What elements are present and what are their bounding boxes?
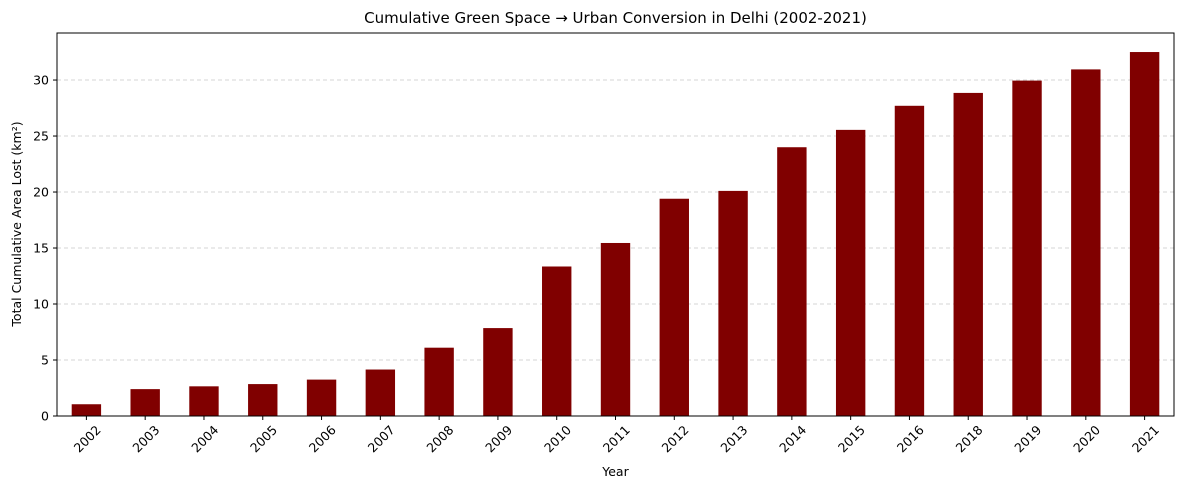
bar-2018	[953, 92, 983, 416]
bar-2011	[600, 242, 631, 416]
bar-2005	[248, 384, 278, 416]
bar-2010	[542, 266, 572, 416]
bars	[71, 52, 1160, 417]
y-tick-label: 20	[33, 185, 49, 200]
chart-title: Cumulative Green Space → Urban Conversio…	[364, 9, 867, 27]
bar-2020	[1071, 69, 1101, 416]
y-tick-label: 10	[33, 297, 49, 312]
bar-2013	[718, 190, 748, 416]
y-tick-label: 0	[41, 409, 49, 424]
y-axis-title: Total Cumulative Area Lost (km²)	[9, 121, 24, 327]
bar-2003	[130, 389, 160, 416]
y-tick-label: 5	[41, 353, 49, 368]
bar-2015	[835, 129, 866, 417]
bar-2014	[777, 147, 807, 416]
bar-2008	[424, 347, 454, 416]
bar-2021	[1129, 52, 1160, 416]
bar-2019	[1012, 80, 1042, 416]
bar-2007	[365, 369, 396, 416]
y-tick-label: 25	[33, 129, 49, 144]
bar-2009	[483, 328, 513, 416]
y-tick-label: 15	[33, 241, 49, 256]
x-axis-title: Year	[601, 464, 629, 479]
y-axis-ticks: 0 5 10 15 20 25 30	[33, 73, 57, 424]
bar-2006	[306, 379, 337, 416]
y-tick-label: 30	[33, 73, 49, 88]
bar-2004	[189, 386, 219, 416]
bar-2002	[71, 404, 102, 416]
bar-2012	[659, 198, 689, 416]
bar-2016	[894, 105, 925, 417]
